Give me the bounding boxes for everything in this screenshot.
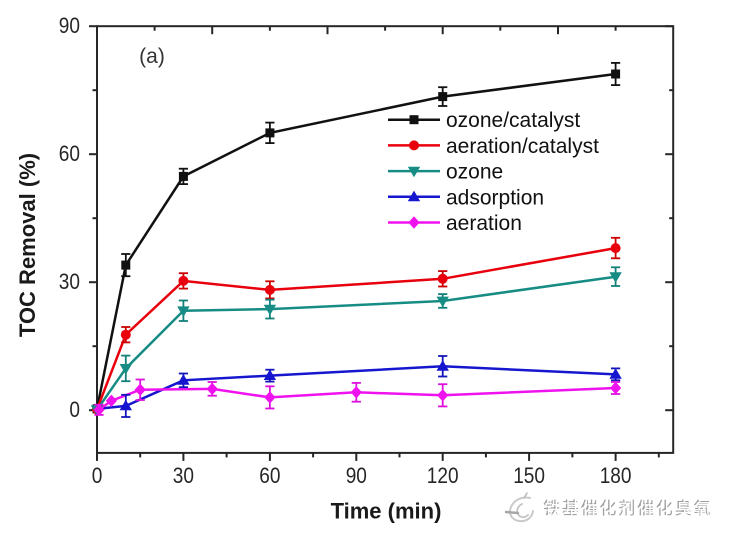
svg-text:30: 30 bbox=[59, 269, 80, 294]
svg-text:ozone/catalyst: ozone/catalyst bbox=[446, 109, 580, 132]
svg-text:ozone: ozone bbox=[446, 161, 503, 184]
svg-text:120: 120 bbox=[427, 463, 459, 488]
svg-text:(a): (a) bbox=[139, 45, 165, 68]
svg-text:30: 30 bbox=[173, 463, 194, 488]
svg-text:adsorption: adsorption bbox=[446, 186, 544, 209]
svg-text:180: 180 bbox=[600, 463, 632, 488]
svg-text:0: 0 bbox=[92, 463, 103, 488]
svg-text:90: 90 bbox=[59, 13, 80, 38]
svg-text:铁基催化剂催化臭氧: 铁基催化剂催化臭氧 bbox=[543, 499, 712, 518]
svg-text:150: 150 bbox=[513, 463, 545, 488]
svg-text:aeration/catalyst: aeration/catalyst bbox=[446, 135, 599, 158]
svg-text:Time (min): Time (min) bbox=[331, 499, 442, 524]
svg-text:60: 60 bbox=[259, 463, 280, 488]
svg-text:0: 0 bbox=[69, 397, 80, 422]
svg-text:TOC Removal (%): TOC Removal (%) bbox=[15, 153, 40, 337]
svg-text:铁基催化剂催化臭氧: 铁基催化剂催化臭氧 bbox=[545, 501, 714, 520]
svg-text:aeration: aeration bbox=[446, 212, 522, 235]
svg-text:90: 90 bbox=[346, 463, 367, 488]
svg-text:60: 60 bbox=[59, 141, 80, 166]
